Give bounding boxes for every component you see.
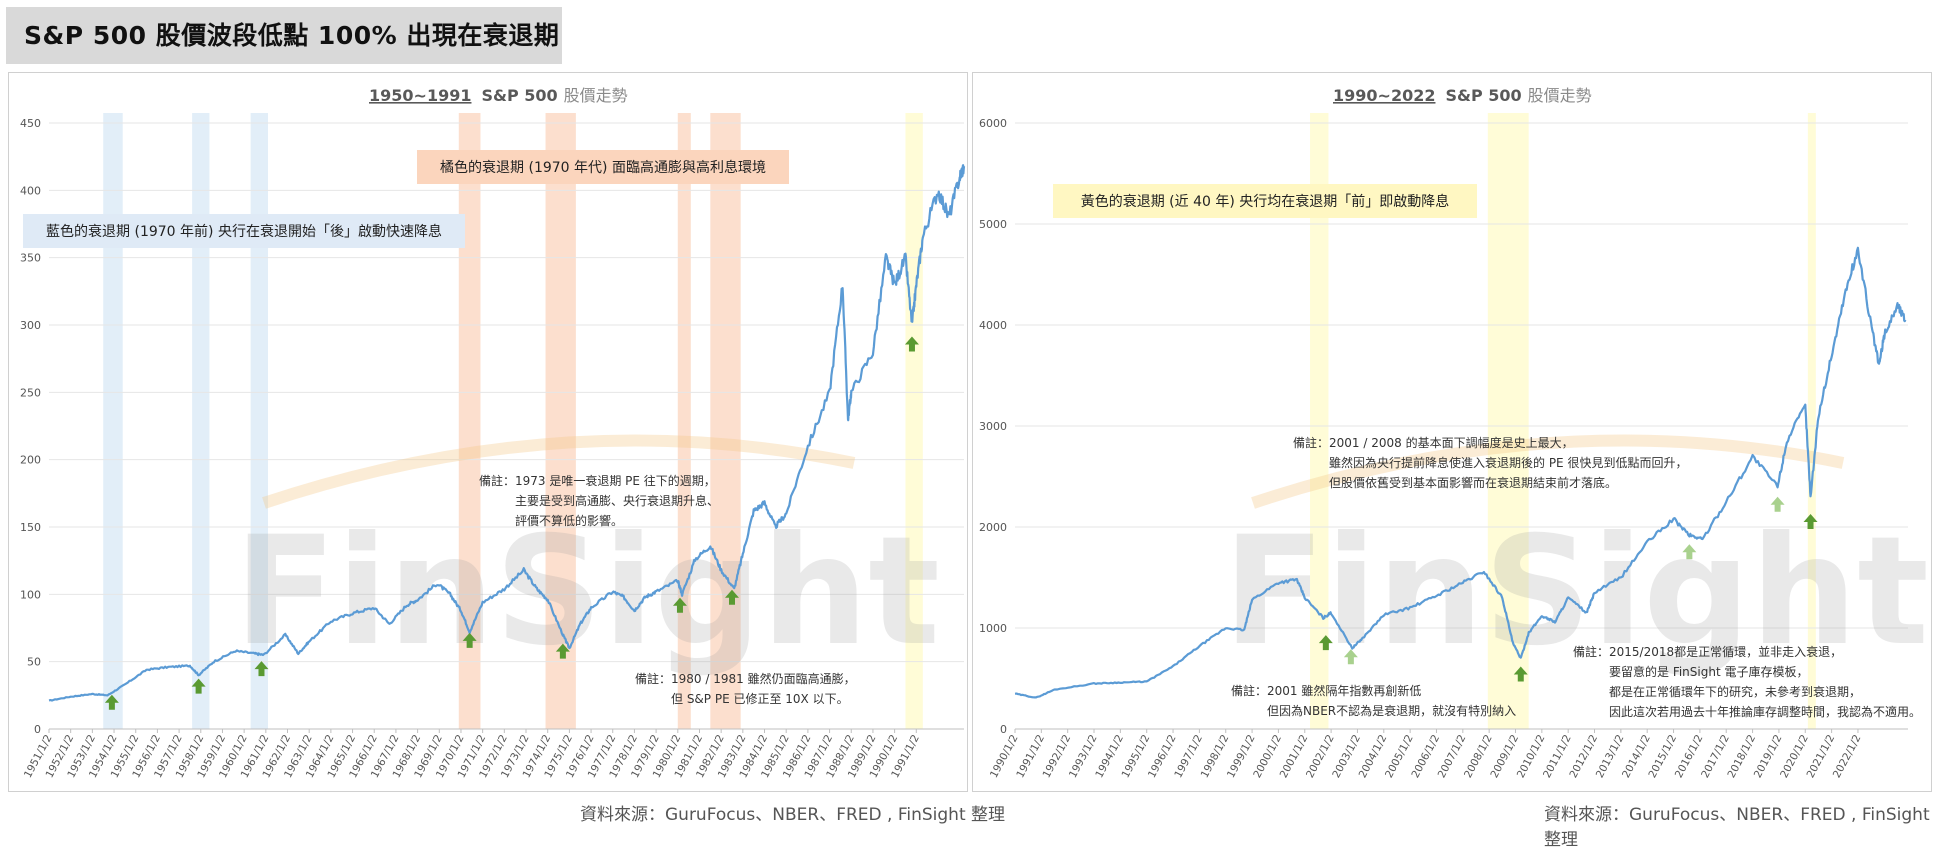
annotation-box-blue (23, 214, 465, 248)
low-marker-light-icon (1682, 544, 1697, 560)
note-text-line: 備註：2001 / 2008 的基本面下調幅度是史上最大， (1293, 435, 1574, 450)
y-tick-label: 5000 (979, 218, 1007, 231)
watermark-swoosh (262, 434, 856, 509)
low-marker-icon (462, 632, 477, 648)
note-text-line: 備註：1973 是唯一衰退期 PE 往下的週期， (479, 473, 716, 488)
recession-bands-orange-1 (545, 113, 576, 729)
y-tick-label: 200 (20, 454, 41, 467)
y-tick-label: 400 (20, 184, 41, 197)
chart-svg-right: 0100020003000400050006000FinSight1990/1/… (979, 86, 1929, 780)
page-title: S&P 500 股價波段低點 100% 出現在衰退期間： (6, 7, 562, 107)
low-marker-icon (1513, 666, 1528, 682)
y-tick-label: 250 (20, 386, 41, 399)
y-tick-label: 350 (20, 252, 41, 265)
chart-svg-left: 050100150200250300350400450FinSight1951/… (20, 86, 966, 780)
y-tick-label: 0 (1000, 723, 1007, 736)
y-tick-label: 3000 (979, 420, 1007, 433)
price-line (1014, 246, 1907, 699)
low-marker-light-icon (1343, 649, 1358, 665)
low-marker-icon (1803, 513, 1818, 529)
annotation-box-orange (417, 150, 789, 184)
recession-bands-blue-2 (250, 113, 268, 729)
low-marker-icon (555, 643, 570, 659)
y-tick-label: 150 (20, 521, 41, 534)
note-text-line: 但因為NBER不認為是衰退期，就沒有特別納入 (1267, 703, 1516, 718)
note-text-line: 評價不算低的影響。 (515, 513, 623, 528)
y-tick-label: 50 (27, 656, 41, 669)
note-text-line: 都是在正常循環年下的研究，未參考到衰退期， (1609, 684, 1861, 699)
recession-bands-yellow-2 (1807, 113, 1816, 729)
note-text-line: 雖然因為央行提前降息使進入衰退期後的 PE 很快見到低點而回升， (1329, 455, 1687, 470)
recession-bands-yellow-0 (1310, 113, 1329, 729)
note-text-line: 備註：1980 / 1981 雖然仍面臨高通膨， (635, 671, 856, 686)
y-tick-label: 4000 (979, 319, 1007, 332)
note-text-line: 主要是受到高通膨、央行衰退期升息、 (515, 493, 719, 508)
chart-panel-1950-1991: 0 50 100 150 200 250 300 350 400 450 FinSight 1951/… (8, 72, 968, 792)
low-marker-icon (724, 589, 739, 605)
note-text-line: 因此這次若用過去十年推論庫存調整時間，我認為不適用。 (1609, 704, 1921, 719)
source-note-right: 資料來源：GuruFocus、NBER、FRED , FinSight 整理 (1544, 805, 1930, 850)
annotation-text-blue: 藍色的衰退期 (1970 年前) 央行在衰退開始「後」啟動快速降息 (46, 223, 442, 240)
recession-bands-blue-0 (103, 113, 123, 729)
price-line (48, 164, 966, 702)
chart-title: 1950~1991 S&P 500 股價走勢 (369, 86, 628, 105)
watermark-text: FinSight (1223, 505, 1929, 679)
low-marker-icon (672, 597, 687, 613)
recession-bands-orange-0 (458, 113, 481, 729)
y-tick-label: 1000 (979, 622, 1007, 635)
note-text-line: 但股價依舊受到基本面影響而在衰退期結束前才落底。 (1329, 475, 1617, 490)
low-marker-icon (1318, 635, 1333, 651)
chart-panel-1990-2022: 0 1000 2000 3000 4000 5000 6000 FinSight 1990/1/… (972, 72, 1932, 792)
low-marker-icon (904, 336, 919, 352)
note-text-line: 備註：2015/2018都是正常循環，並非走入衰退， (1573, 644, 1842, 659)
y-tick-label: 300 (20, 319, 41, 332)
note-text-line: 要留意的是 FinSight 電子庫存模板， (1609, 664, 1808, 679)
y-tick-label: 0 (34, 723, 41, 736)
y-tick-label: 450 (20, 117, 41, 130)
annotation-text-yellow: 黃色的衰退期 (近 40 年) 央行均在衰退期「前」即啟動降息 (1081, 193, 1450, 210)
annotation-box-yellow (1053, 184, 1477, 218)
recession-bands-orange-2 (677, 113, 691, 729)
y-tick-label: 100 (20, 588, 41, 601)
annotation-text-orange: 橘色的衰退期 (1970 年代) 面臨高通膨與高利息環境 (440, 159, 766, 176)
recession-bands-blue-1 (192, 113, 210, 729)
low-marker-icon (191, 678, 206, 694)
source-note-left: 資料來源：GuruFocus、NBER、FRED , FinSight 整理 (580, 805, 1006, 825)
watermark-text: FinSight (234, 505, 940, 679)
y-tick-label: 6000 (979, 117, 1007, 130)
note-text-line: 但 S&P PE 已修正至 10X 以下。 (671, 691, 849, 706)
low-marker-icon (254, 661, 269, 677)
recession-bands-orange-3 (710, 113, 741, 729)
low-marker-light-icon (1770, 496, 1785, 512)
low-marker-icon (104, 694, 119, 710)
note-text-line: 備註：2001 雖然隔年指數再創新低 (1231, 683, 1421, 698)
watermark-swoosh (1251, 434, 1845, 509)
y-tick-label: 2000 (979, 521, 1007, 534)
chart-title: 1990~2022 S&P 500 股價走勢 (1333, 86, 1592, 105)
